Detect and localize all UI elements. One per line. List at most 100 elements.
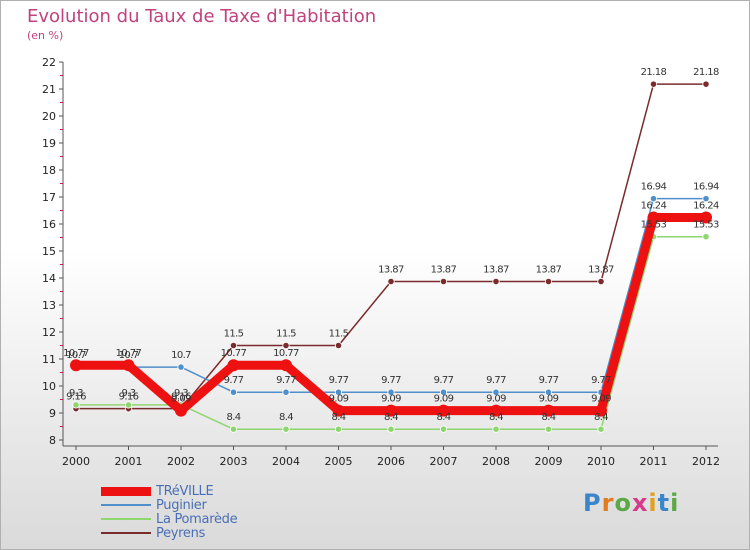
point-tr-ville: [227, 359, 240, 372]
data-label-tr-ville: 9.09: [171, 394, 191, 405]
data-label-tr-ville: 10.77: [116, 348, 142, 359]
point-tr-ville: [700, 211, 712, 224]
point-la-pomar-de: [124, 401, 133, 409]
y-tick-label: 8: [49, 434, 56, 447]
data-label-puginier: 9.77: [276, 375, 296, 386]
data-label-la-pomar-de: 8.4: [436, 412, 450, 423]
y-tick-label: 14: [42, 272, 56, 285]
point-puginier: [387, 388, 395, 396]
point-puginier: [649, 195, 658, 203]
data-label-la-pomar-de: 8.4: [331, 412, 345, 423]
axes: 8 9 10 11 12 13 14 15 16 17 18 19 20 21 22 2000 2001 2002…: [42, 56, 720, 468]
x-tick-label: 2012: [692, 455, 720, 468]
data-label-la-pomar-de: 15.53: [693, 220, 719, 231]
data-label-peyrens: 13.87: [483, 265, 509, 276]
data-label-tr-ville: 10.77: [221, 348, 247, 359]
point-la-pomar-de: [229, 425, 238, 433]
point-puginier: [334, 388, 343, 396]
logo-letter: P: [583, 489, 602, 517]
point-tr-ville: [385, 404, 397, 417]
point-tr-ville: [70, 359, 82, 372]
y-tick-label: 12: [42, 326, 56, 339]
legend-swatch-puginier: [101, 504, 151, 506]
y-tick-label: 11: [42, 353, 56, 366]
point-tr-ville: [647, 211, 660, 224]
proxiti-logo: Proxiti: [583, 489, 679, 517]
point-tr-ville: [332, 404, 345, 417]
data-label-tr-ville: 10.77: [273, 348, 299, 359]
data-label-puginier: 9.77: [381, 375, 401, 386]
y-tick-label: 10: [42, 380, 56, 393]
y-tick-label: 20: [42, 110, 56, 123]
logo-letter: x: [631, 489, 649, 517]
x-tick-label: 2007: [430, 455, 458, 468]
data-label-puginier: 16.94: [641, 182, 667, 193]
x-tick-label: 2005: [325, 455, 353, 468]
y-tick-label: 19: [42, 137, 56, 150]
data-label-peyrens: 11.5: [329, 329, 349, 340]
point-peyrens: [597, 277, 605, 286]
data-label-peyrens: 21.18: [641, 67, 667, 78]
point-puginier: [702, 195, 710, 203]
point-peyrens: [702, 80, 710, 88]
legend-swatch-peyrens: [101, 532, 151, 534]
point-la-pomar-de: [702, 233, 710, 241]
y-tick-label: 18: [42, 164, 56, 177]
x-tick-label: 2006: [377, 455, 405, 468]
data-label-peyrens: 9.16: [66, 392, 86, 403]
logo-letter: r: [601, 489, 615, 517]
data-label-puginier: 10.7: [119, 350, 139, 361]
legend-label-puginier: Puginier: [156, 498, 207, 513]
data-label-peyrens: 11.5: [224, 329, 244, 340]
legend-label-peyrens: Peyrens: [156, 526, 206, 541]
point-tr-ville: [490, 404, 502, 417]
point-peyrens: [282, 341, 290, 350]
data-label-la-pomar-de: 8.4: [489, 412, 503, 423]
point-la-pomar-de: [282, 425, 290, 433]
data-label-tr-ville: 16.24: [641, 201, 667, 212]
logo-letter: i: [648, 489, 658, 517]
chart-title: Evolution du Taux de Taxe d'Habitation: [27, 6, 377, 27]
data-labels: 10.77 10.77 9.09 10.77 10.77 9.09 9.09 9.09 9.09…: [63, 67, 719, 423]
data-label-la-pomar-de: 8.4: [279, 412, 293, 423]
point-puginier: [492, 388, 500, 396]
x-tick-label: 2001: [115, 455, 143, 468]
data-label-la-pomar-de: 8.4: [384, 412, 398, 423]
point-puginier: [177, 363, 185, 371]
y-tick-label: 22: [42, 56, 56, 69]
logo-letter: t: [657, 489, 671, 517]
data-label-tr-ville: 9.09: [329, 394, 349, 405]
x-tick-label: 2004: [272, 455, 300, 468]
data-label-puginier: 9.77: [539, 375, 559, 386]
data-label-peyrens: 13.87: [378, 265, 404, 276]
data-label-puginier: 9.77: [224, 375, 244, 386]
point-puginier: [544, 388, 553, 396]
point-tr-ville: [437, 404, 450, 417]
chart-subtitle: (en %): [27, 29, 64, 42]
y-tick-label: 9: [49, 407, 56, 420]
data-label-tr-ville: 16.24: [693, 201, 719, 212]
data-label-tr-ville: 10.77: [63, 348, 89, 359]
legend-swatch-treville: [101, 487, 151, 496]
data-label-tr-ville: 9.09: [591, 394, 611, 405]
data-label-la-pomar-de: 8.4: [594, 412, 608, 423]
data-label-la-pomar-de: 9.3: [121, 388, 135, 399]
point-la-pomar-de: [597, 425, 605, 433]
data-label-peyrens: 9.16: [119, 392, 139, 403]
data-label-peyrens: 21.18: [693, 67, 719, 78]
point-peyrens: [229, 341, 238, 350]
data-label-peyrens: 13.87: [536, 265, 562, 276]
point-la-pomar-de: [334, 425, 343, 433]
point-tr-ville: [595, 404, 607, 417]
x-tick-label: 2000: [62, 455, 90, 468]
point-puginier: [439, 388, 448, 396]
point-peyrens: [439, 277, 448, 286]
point-la-pomar-de: [72, 401, 80, 409]
point-tr-ville: [280, 359, 292, 372]
y-tick-label: 17: [42, 191, 56, 204]
y-tick-label: 13: [42, 299, 56, 312]
x-tick-label: 2009: [535, 455, 563, 468]
data-label-tr-ville: 9.09: [486, 394, 506, 405]
data-label-puginier: 10.7: [66, 350, 86, 361]
